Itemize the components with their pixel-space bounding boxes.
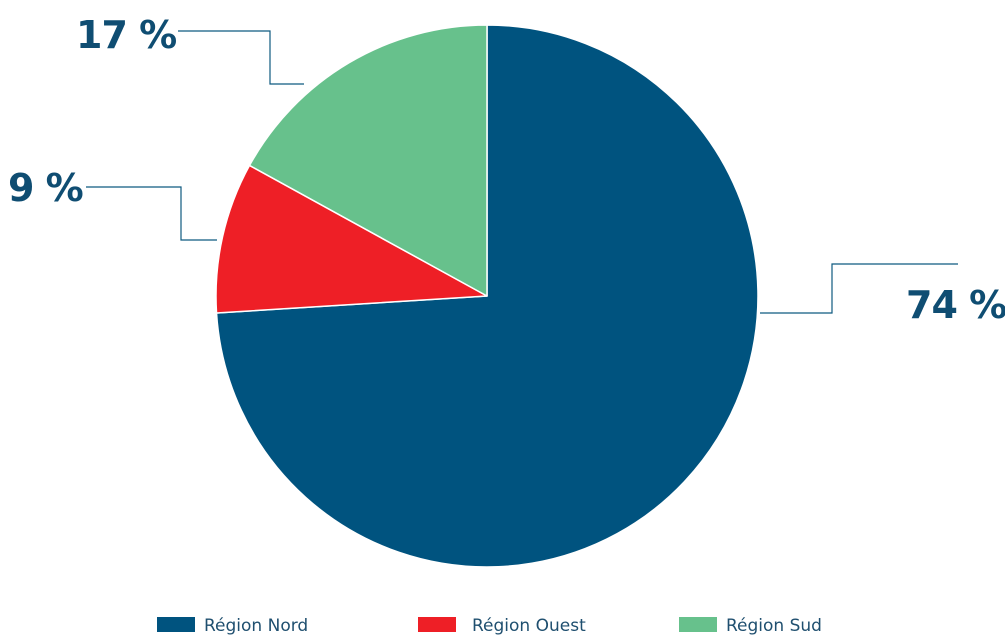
legend-item-sud: Région Sud bbox=[679, 616, 822, 636]
leader-line-ouest bbox=[86, 186, 217, 241]
leader-line-sud bbox=[178, 30, 304, 85]
pie-slices bbox=[215, 24, 759, 568]
pie-slice-sud bbox=[248, 24, 488, 297]
slice-label-sud: 17 % bbox=[76, 13, 176, 57]
legend: Région Nord Région Ouest Région Sud bbox=[157, 616, 822, 636]
legend-label-ouest: Région Ouest bbox=[472, 616, 586, 636]
legend-swatch-nord bbox=[157, 617, 195, 632]
legend-label-sud: Région Sud bbox=[726, 616, 822, 636]
legend-item-nord: Région Nord bbox=[157, 616, 308, 636]
legend-item-ouest: Région Ouest bbox=[418, 616, 586, 636]
pie-slice-ouest bbox=[215, 164, 488, 314]
slice-label-ouest: 9 % bbox=[8, 166, 83, 210]
legend-swatch-ouest bbox=[418, 617, 456, 632]
legend-swatch-sud bbox=[679, 617, 717, 632]
slice-label-nord: 74 % bbox=[906, 283, 1005, 327]
legend-label-nord: Région Nord bbox=[204, 616, 308, 636]
leader-line-nord bbox=[760, 263, 958, 314]
